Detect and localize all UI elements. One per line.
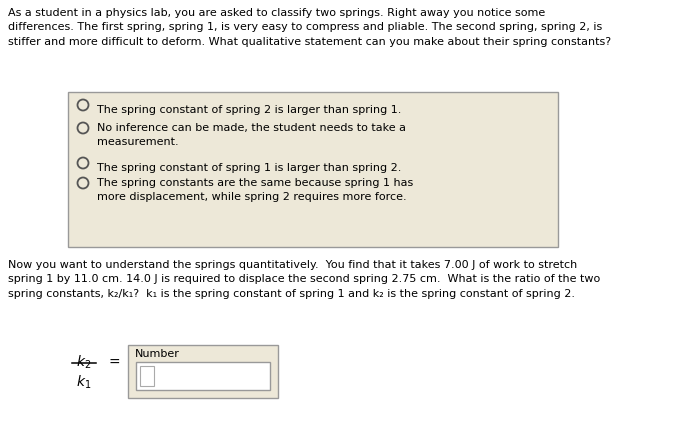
Text: Now you want to understand the springs quantitatively.  You find that it takes 7: Now you want to understand the springs q… [8,260,601,299]
Text: The spring constants are the same because spring 1 has
more displacement, while : The spring constants are the same becaus… [97,178,413,202]
Text: =: = [108,356,120,370]
Text: No inference can be made, the student needs to take a
measurement.: No inference can be made, the student ne… [97,123,406,146]
Text: As a student in a physics lab, you are asked to classify two springs. Right away: As a student in a physics lab, you are a… [8,8,611,47]
FancyBboxPatch shape [68,92,558,247]
Text: $k_1$: $k_1$ [76,374,92,391]
FancyBboxPatch shape [140,366,154,386]
Text: The spring constant of spring 2 is larger than spring 1.: The spring constant of spring 2 is large… [97,105,401,115]
Text: The spring constant of spring 1 is larger than spring 2.: The spring constant of spring 1 is large… [97,163,401,173]
FancyBboxPatch shape [136,362,270,390]
FancyBboxPatch shape [128,345,278,398]
Text: Number: Number [135,349,180,359]
Text: $k_2$: $k_2$ [76,354,92,372]
